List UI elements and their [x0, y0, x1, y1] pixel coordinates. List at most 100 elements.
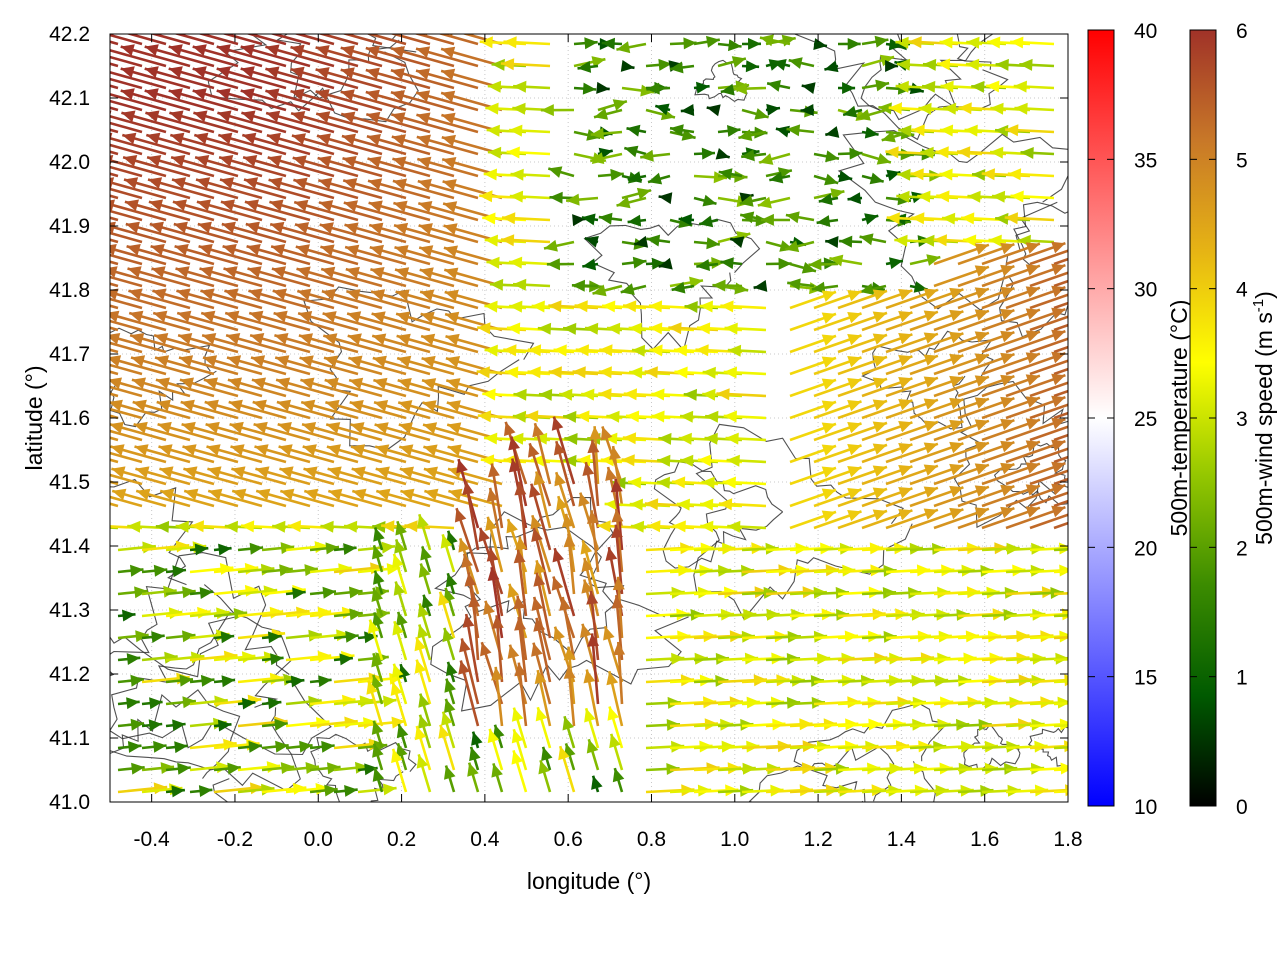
y-tick-label: 42.1: [49, 87, 90, 110]
wind-vector-head: [87, 444, 101, 456]
wind-vector-head: [102, 222, 116, 234]
wind-vector-head: [446, 573, 458, 587]
y-tick-label: 41.1: [49, 727, 90, 750]
wind-vector-head: [813, 38, 827, 50]
wind-vector-head: [673, 520, 686, 532]
wind-vector-head: [397, 724, 409, 738]
colorbar-tick-label: 35: [1134, 149, 1157, 172]
wind-vector-head: [700, 499, 713, 511]
x-tick-label: 1.0: [720, 828, 749, 851]
colorbar-tick-label: 0: [1236, 796, 1248, 819]
x-tick-label: 0.8: [637, 828, 666, 851]
colorbar-tick-label: 40: [1134, 20, 1157, 43]
wind-vector-head: [612, 509, 624, 523]
wind-vector-head: [705, 411, 718, 423]
wind-vector-head: [613, 99, 627, 111]
wind-vector-head: [725, 323, 738, 335]
wind-vector-head: [455, 508, 466, 522]
wind-vector-head: [373, 571, 385, 585]
wind-vector-shaft: [1054, 614, 1090, 616]
wind-vector-head: [996, 59, 1009, 71]
wind-vector-head: [889, 257, 903, 269]
wind-vector-head: [943, 103, 956, 115]
wind-vector-head: [700, 521, 713, 533]
wind-vector-head: [724, 367, 737, 379]
wind-vector-head: [672, 476, 685, 488]
wind-vector-head: [528, 366, 541, 378]
wind-vector-head: [767, 80, 781, 92]
wind-vector-head: [156, 521, 169, 533]
colorbar-tick-label: 20: [1134, 537, 1157, 560]
wind-vector-head: [504, 422, 516, 436]
wind-vector-head: [934, 234, 947, 246]
wind-vector-head: [621, 60, 635, 72]
wind-vector-head: [645, 498, 658, 510]
wind-vector-head: [583, 83, 596, 95]
wind-vector-head: [582, 259, 596, 271]
wind-vector-head: [668, 322, 681, 334]
wind-vector-shaft: [49, 113, 118, 132]
wind-vector-head: [659, 192, 673, 204]
colorbar-tick-label: 1: [1236, 667, 1248, 690]
wind-vector-head: [622, 454, 635, 466]
wind-vector-head: [613, 642, 625, 655]
x-tick-label: 1.8: [1053, 828, 1082, 851]
wind-vector-head: [73, 66, 87, 78]
wind-vector-head: [488, 464, 500, 478]
wind-vector-head: [97, 111, 111, 123]
wind-vector-head: [825, 126, 839, 138]
wind-vector-head: [97, 88, 111, 100]
wind-vector-head: [316, 23, 330, 35]
colorbar-tick-label: 30: [1134, 279, 1157, 302]
wind-vector-head: [607, 323, 620, 335]
wind-vector-head: [966, 59, 979, 71]
wind-vector-shaft: [60, 380, 118, 396]
wind-vector-head: [507, 147, 520, 159]
y-tick-label: 41.8: [49, 279, 90, 302]
wind-vector-head: [894, 235, 907, 247]
wind-vector-head: [936, 146, 949, 158]
wind-vector-head: [603, 626, 615, 640]
wind-vector-shaft: [1054, 548, 1089, 550]
wind-vector-head: [1076, 543, 1089, 555]
wind-vector-head: [746, 60, 759, 72]
wind-vector-head: [585, 323, 598, 335]
wind-vector-head: [848, 192, 862, 204]
wind-vector-head: [721, 84, 735, 96]
wind-vector-head: [564, 433, 577, 445]
wind-vector-head: [50, 133, 64, 145]
wind-vector-head: [825, 236, 838, 248]
wind-vector-head: [651, 389, 664, 401]
wind-vector-head: [720, 300, 733, 312]
wind-vector-head: [610, 169, 624, 181]
x-tick-label: 0.6: [554, 828, 583, 851]
wind-vector-head: [875, 36, 889, 48]
wind-vector-head: [602, 301, 615, 313]
wind-vector-head: [554, 344, 567, 356]
wind-vector-head: [942, 213, 955, 225]
wind-vector-head: [674, 367, 687, 379]
wind-vector-head: [100, 177, 114, 189]
wind-vector-head: [563, 323, 576, 335]
y-tick-label: 41.2: [49, 663, 90, 686]
wind-vector-head: [573, 366, 586, 378]
wind-vector-head: [272, 521, 285, 533]
wind-vector-head: [1008, 168, 1021, 180]
wind-vector-head: [825, 150, 839, 162]
temperature-colorbar-label: 500m-temperature (°C): [1166, 300, 1192, 537]
wind-vector-head: [554, 627, 565, 641]
wind-vector-head: [598, 388, 611, 400]
wind-vector-head: [577, 454, 590, 466]
wind-vector-head: [73, 111, 87, 123]
wind-vector-head: [680, 455, 693, 467]
wind-vector-head: [989, 235, 1002, 247]
wind-vector-head: [575, 300, 588, 312]
wind-vector-head: [702, 389, 715, 401]
wind-vector-head: [82, 521, 95, 533]
wind-vector-head: [629, 323, 642, 335]
wind-vector-head: [74, 133, 88, 145]
wind-vector-head: [697, 322, 710, 334]
wind-vector-head: [990, 103, 1003, 115]
wind-vector-shaft: [57, 313, 118, 330]
